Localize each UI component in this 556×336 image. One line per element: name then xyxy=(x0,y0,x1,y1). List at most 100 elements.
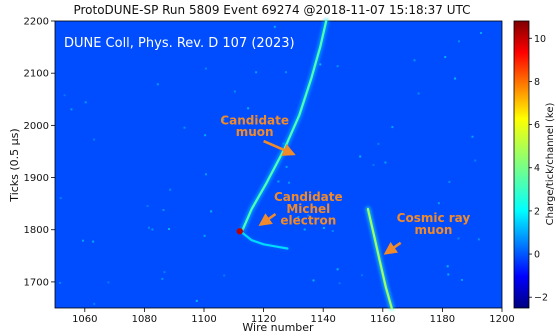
colorbar: −2 0 2 4 6 8 10 Charge/tick/channel (ke) xyxy=(513,20,556,309)
noise-speck xyxy=(285,71,287,74)
noise-speck xyxy=(156,83,159,86)
noise-speck xyxy=(92,240,95,243)
plot-area: DUNE Coll, Phys. Rev. D 107 (2023) Candid… xyxy=(54,18,503,311)
noise-speck xyxy=(255,71,258,74)
noise-speck xyxy=(183,126,186,129)
noise-speck xyxy=(464,217,467,220)
noise-speck xyxy=(312,279,315,282)
noise-speck xyxy=(163,271,166,274)
annotation-label: muon xyxy=(415,223,453,237)
noise-speck xyxy=(480,32,482,34)
noise-speck xyxy=(282,142,285,145)
noise-speck xyxy=(203,234,206,237)
noise-speck xyxy=(336,268,339,271)
annotation-label: Candidate xyxy=(274,190,343,204)
noise-speck xyxy=(413,59,416,62)
colorbar-ticks: −2 0 2 4 6 8 10 xyxy=(529,34,548,304)
credit-annotation: DUNE Coll, Phys. Rev. D 107 (2023) xyxy=(64,36,295,51)
noise-speck xyxy=(454,77,457,80)
noise-speck xyxy=(359,155,362,158)
noise-speck xyxy=(277,180,280,183)
noise-speck xyxy=(247,107,250,110)
chart-title: ProtoDUNE-SP Run 5809 Event 69274 @2018-… xyxy=(73,3,470,17)
noise-speck xyxy=(82,239,84,242)
annotation-arrow-2 xyxy=(258,213,277,227)
y-tick-label: 1900 xyxy=(24,173,49,184)
annotation-label: electron xyxy=(280,214,336,228)
annotation-arrow-1 xyxy=(263,139,296,156)
noise-speck xyxy=(319,63,322,66)
noise-speck xyxy=(233,90,236,93)
x-tick-label: 1080 xyxy=(132,314,157,325)
colorbar-gradient xyxy=(513,20,530,309)
track-layer xyxy=(236,18,395,311)
colorbar-tick-label: −2 xyxy=(534,293,548,304)
noise-speck xyxy=(391,126,394,129)
y-axis: 1700 1800 1900 2000 2100 2200 xyxy=(24,17,55,288)
y-axis-label: Ticks (0.5 μs) xyxy=(8,128,21,202)
noise-speck xyxy=(444,56,447,58)
noise-speck xyxy=(59,281,61,284)
colorbar-tick-label: 4 xyxy=(534,163,540,174)
noise-speck xyxy=(84,101,87,104)
y-tick-label: 2000 xyxy=(24,121,49,132)
x-axis-label: Wire number xyxy=(242,321,314,332)
noise-speck xyxy=(474,159,477,162)
y-tick-label: 2200 xyxy=(24,17,49,28)
x-tick-label: 1140 xyxy=(310,314,335,325)
noise-speck xyxy=(204,67,207,70)
noise-speck xyxy=(107,281,110,284)
y-tick-label: 1800 xyxy=(24,225,49,236)
annotation-arrow-3 xyxy=(383,241,402,255)
noise-speck xyxy=(222,118,225,121)
noise-speck xyxy=(161,277,164,280)
noise-speck xyxy=(361,274,363,277)
noise-speck xyxy=(205,173,207,176)
x-tick-label: 1160 xyxy=(370,314,395,325)
noise-speck xyxy=(93,138,96,141)
noise-speck xyxy=(146,205,149,207)
noise-speck xyxy=(331,230,334,232)
annotation-label: muon xyxy=(236,125,274,139)
noise-speck xyxy=(417,92,420,95)
noise-speck xyxy=(204,134,207,137)
noise-speck xyxy=(377,142,380,145)
annotation-layer: DUNE Coll, Phys. Rev. D 107 (2023) Candid… xyxy=(64,36,471,255)
noise-speck xyxy=(285,165,288,168)
noise-speck xyxy=(372,164,375,166)
noise-speck xyxy=(70,108,73,111)
noise-speck xyxy=(63,94,66,97)
y-tick-label: 2100 xyxy=(24,69,49,80)
noise-layer xyxy=(59,25,482,305)
track-2 xyxy=(238,229,289,250)
noise-speck xyxy=(336,65,339,68)
noise-speck xyxy=(162,209,165,211)
colorbar-label: Charge/tick/channel (ke) xyxy=(545,103,556,226)
annotation-label: Cosmic ray xyxy=(397,211,471,225)
annotation-label: Candidate xyxy=(220,113,289,127)
noise-speck xyxy=(195,299,198,302)
noise-speck xyxy=(307,214,310,217)
x-tick-label: 1060 xyxy=(72,314,97,325)
noise-speck xyxy=(437,202,440,205)
track-3 xyxy=(366,207,393,310)
track-1 xyxy=(241,19,328,231)
colorbar-tick-label: 6 xyxy=(534,120,540,131)
noise-speck xyxy=(151,228,154,231)
noise-speck xyxy=(93,302,96,305)
noise-speck xyxy=(384,161,387,164)
noise-speck xyxy=(448,180,451,183)
hotspot-1 xyxy=(236,228,243,235)
noise-speck xyxy=(148,226,150,229)
noise-speck xyxy=(303,228,306,231)
x-tick-label: 1200 xyxy=(489,314,514,325)
colorbar-tick-label: 0 xyxy=(534,250,540,261)
noise-speck xyxy=(477,238,480,241)
noise-speck xyxy=(273,25,276,28)
colorbar-tick-label: 2 xyxy=(534,206,540,217)
x-tick-label: 1120 xyxy=(251,314,276,325)
noise-speck xyxy=(59,197,62,200)
noise-speck xyxy=(457,237,460,240)
